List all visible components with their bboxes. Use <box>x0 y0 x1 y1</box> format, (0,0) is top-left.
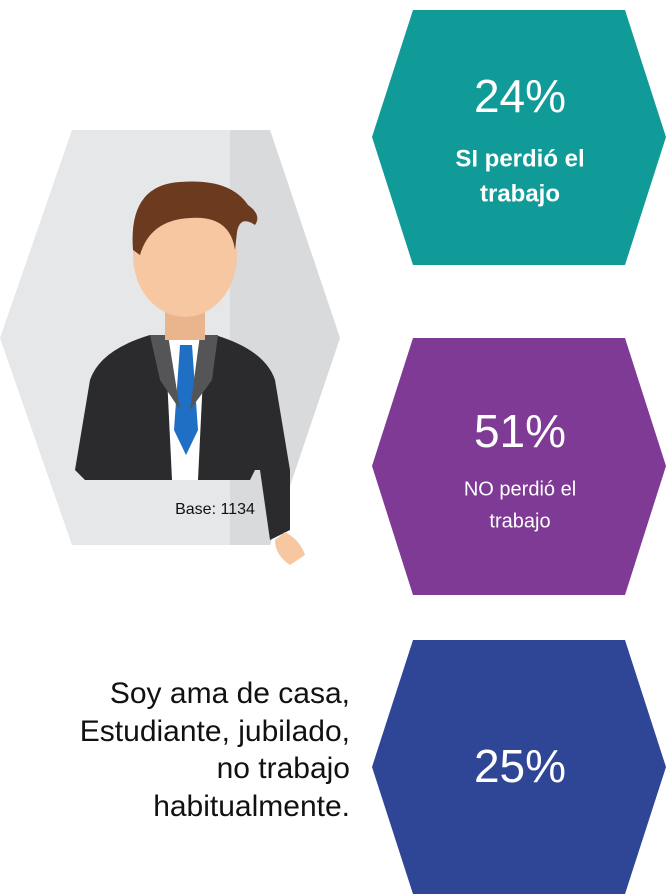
stat-hexagon <box>372 10 666 265</box>
stat-label: NO perdió el <box>464 478 576 500</box>
stat-value: 24% <box>474 70 566 122</box>
lapel <box>190 335 218 410</box>
tie <box>174 345 198 455</box>
stat-label: SI perdió el <box>455 145 584 172</box>
base-note: Base: 1134 <box>175 501 255 518</box>
lapel <box>150 335 180 410</box>
stat-label: Soy ama de casa, <box>110 677 350 710</box>
stat-label: no trabajo <box>217 752 350 785</box>
stat-label: Estudiante, jubilado, <box>80 715 350 748</box>
stat-value: 25% <box>474 740 566 792</box>
stat-label: trabajo <box>480 180 560 207</box>
person-illustration: Base: 1134 <box>0 130 340 565</box>
hand <box>275 532 305 565</box>
stat-label: habitualmente. <box>153 790 350 823</box>
stat-label: trabajo <box>489 510 550 532</box>
stat-hexagon <box>372 640 666 894</box>
hair <box>132 181 258 255</box>
stat-value: 51% <box>474 405 566 457</box>
stat-hexagon <box>372 338 666 595</box>
